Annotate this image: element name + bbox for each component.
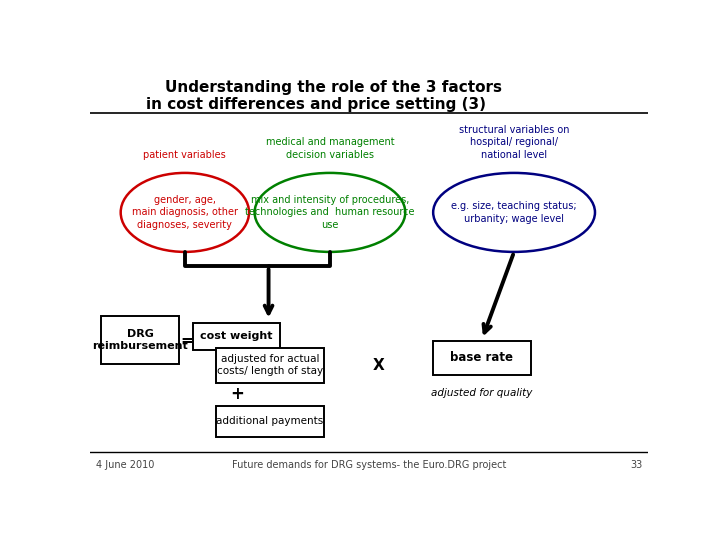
Text: DRG
reimbursement: DRG reimbursement xyxy=(92,329,188,352)
Text: Future demands for DRG systems- the Euro.DRG project: Future demands for DRG systems- the Euro… xyxy=(232,460,506,470)
Text: patient variables: patient variables xyxy=(143,150,226,160)
Text: 4 June 2010: 4 June 2010 xyxy=(96,460,154,470)
FancyBboxPatch shape xyxy=(433,341,531,375)
FancyBboxPatch shape xyxy=(215,348,324,383)
Text: medical and management
decision variables: medical and management decision variable… xyxy=(266,137,395,160)
Text: adjusted for actual
costs/ length of stay: adjusted for actual costs/ length of sta… xyxy=(217,354,323,376)
Text: base rate: base rate xyxy=(451,352,513,365)
Text: gender, age,
main diagnosis, other
diagnoses, severity: gender, age, main diagnosis, other diagn… xyxy=(132,195,238,230)
Text: X: X xyxy=(373,357,384,373)
Text: Understanding the role of the 3 factors: Understanding the role of the 3 factors xyxy=(166,80,503,95)
Text: 33: 33 xyxy=(630,460,642,470)
Text: adjusted for quality: adjusted for quality xyxy=(431,388,533,399)
FancyBboxPatch shape xyxy=(101,316,179,364)
Text: additional payments: additional payments xyxy=(216,416,323,427)
Text: in cost differences and price setting (3): in cost differences and price setting (3… xyxy=(145,97,486,112)
Text: mix and intensity of procedures,
technologies and  human resource
use: mix and intensity of procedures, technol… xyxy=(246,195,415,230)
Text: =: = xyxy=(180,333,193,348)
FancyBboxPatch shape xyxy=(215,406,324,437)
Text: e.g. size, teaching status;
urbanity; wage level: e.g. size, teaching status; urbanity; wa… xyxy=(451,201,577,224)
FancyBboxPatch shape xyxy=(193,322,279,349)
Text: cost weight: cost weight xyxy=(200,331,273,341)
Text: +: + xyxy=(230,386,244,403)
Text: structural variables on
hospital/ regional/
national level: structural variables on hospital/ region… xyxy=(459,125,570,160)
